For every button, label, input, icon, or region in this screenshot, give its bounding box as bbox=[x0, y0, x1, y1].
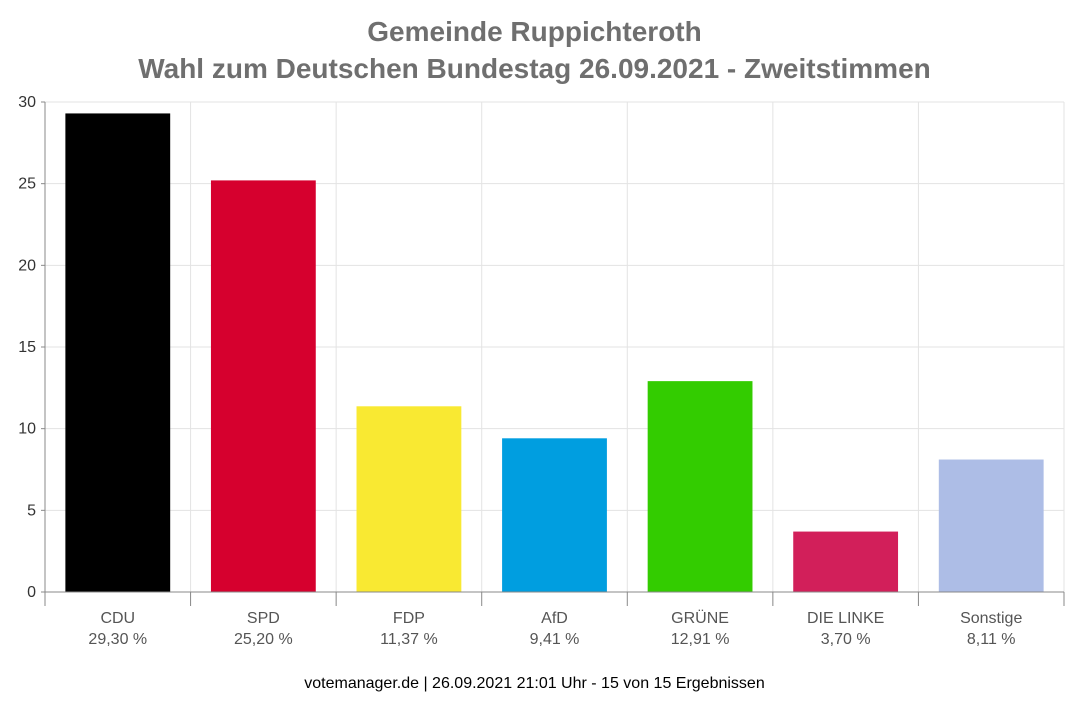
bar-cdu bbox=[65, 113, 171, 592]
x-value-label: 9,41 % bbox=[530, 631, 580, 648]
y-tick-label: 0 bbox=[27, 584, 36, 601]
x-value-label: 3,70 % bbox=[821, 631, 871, 648]
bar-grüne bbox=[647, 381, 753, 592]
x-value-label: 8,11 % bbox=[967, 631, 1016, 648]
x-value-label: 11,37 % bbox=[380, 631, 438, 648]
x-category-label: CDU bbox=[100, 610, 135, 627]
axes bbox=[41, 101, 1065, 606]
x-category-labels: CDU 29,30 % SPD 25,20 % FDP 11,37 % AfD 9,41 % G… bbox=[88, 609, 1022, 648]
x-category-label: Sonstige bbox=[960, 610, 1022, 627]
x-category-label: AfD bbox=[541, 610, 568, 627]
bar-die-linke bbox=[793, 531, 899, 592]
x-value-label: 12,91 % bbox=[671, 631, 730, 648]
x-category-label: SPD bbox=[247, 610, 280, 627]
y-tick-label: 30 bbox=[18, 94, 36, 111]
y-tick-label: 20 bbox=[18, 257, 36, 274]
y-tick-label: 10 bbox=[18, 421, 36, 438]
bar-afd bbox=[502, 438, 607, 592]
y-tick-label: 25 bbox=[18, 176, 36, 193]
source-footer: votemanager.de | 26.09.2021 21:01 Uhr - … bbox=[304, 675, 765, 692]
bar-sonstige bbox=[938, 459, 1044, 592]
bar-spd bbox=[210, 180, 316, 592]
x-value-label: 29,30 % bbox=[88, 631, 147, 648]
chart-title-line-2: Wahl zum Deutschen Bundestag 26.09.2021 … bbox=[138, 53, 931, 84]
y-tick-label: 5 bbox=[27, 502, 36, 519]
x-category-label: DIE LINKE bbox=[807, 610, 884, 627]
y-tick-labels: 0 5 10 15 20 25 30 bbox=[18, 94, 36, 601]
bars bbox=[65, 113, 1044, 592]
x-category-label: FDP bbox=[393, 610, 425, 627]
y-tick-label: 15 bbox=[18, 339, 36, 356]
x-category-label: GRÜNE bbox=[671, 609, 729, 627]
bar-fdp bbox=[356, 406, 462, 592]
chart-title-line-1: Gemeinde Ruppichteroth bbox=[367, 16, 702, 47]
x-value-label: 25,20 % bbox=[234, 631, 293, 648]
